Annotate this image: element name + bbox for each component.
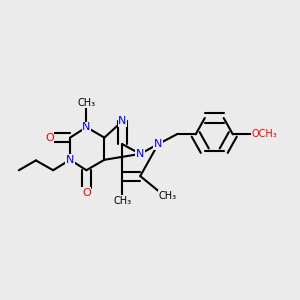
Text: N: N (154, 139, 162, 149)
Text: N: N (118, 116, 127, 126)
Text: CH₃: CH₃ (77, 98, 95, 108)
Text: CH₃: CH₃ (158, 191, 176, 201)
Text: N: N (82, 122, 91, 132)
Text: O: O (45, 133, 54, 142)
Text: CH₃: CH₃ (113, 196, 131, 206)
Text: O: O (82, 188, 91, 197)
Text: N: N (136, 149, 144, 159)
Text: N: N (66, 155, 74, 165)
Text: OCH₃: OCH₃ (252, 129, 278, 139)
